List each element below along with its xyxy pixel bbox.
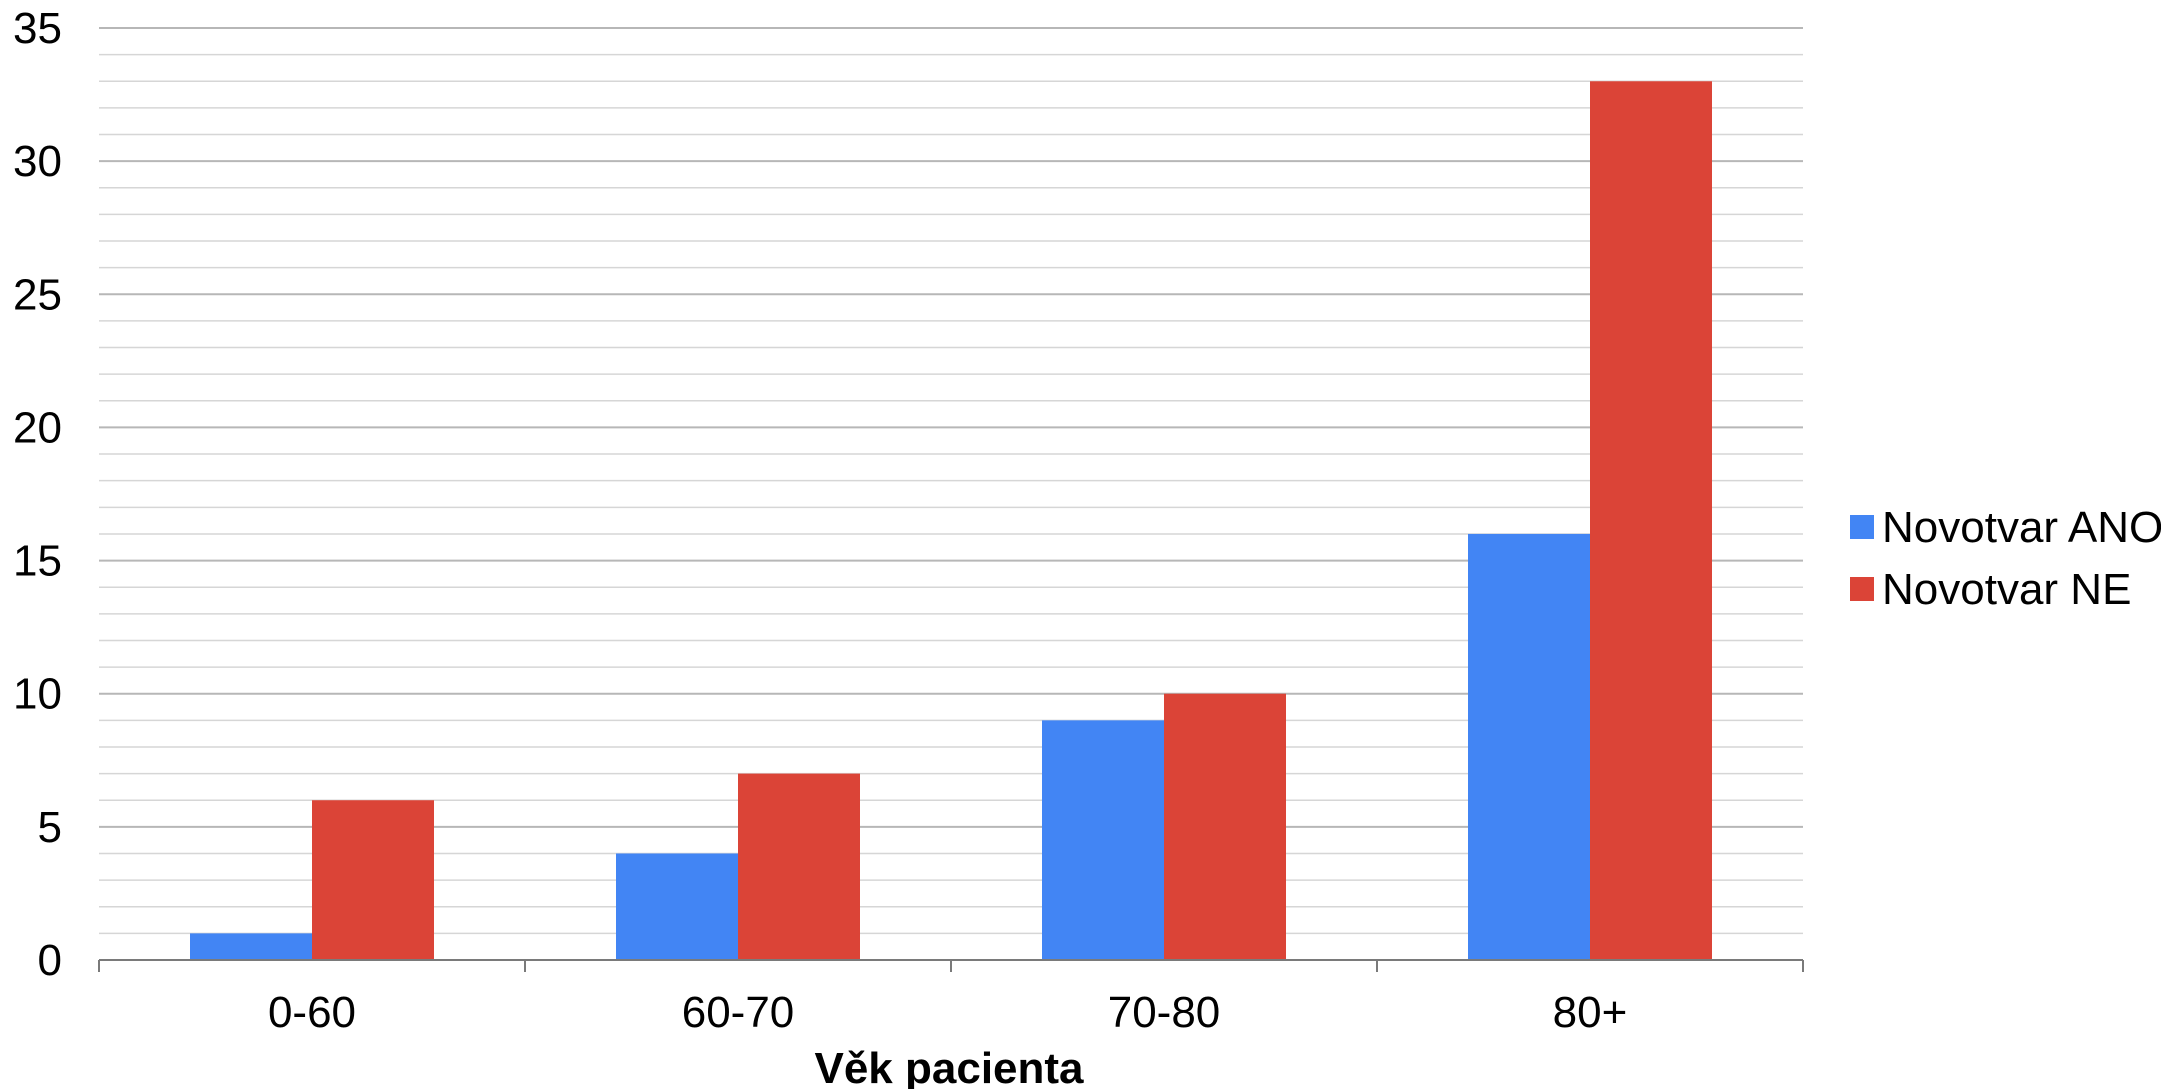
bar-novotvar-ano-60-70 bbox=[616, 853, 738, 960]
x-axis-title: Věk pacienta bbox=[814, 1044, 1084, 1089]
y-tick-label: 5 bbox=[38, 803, 62, 852]
legend-label: Novotvar NE bbox=[1882, 565, 2131, 614]
y-tick-label: 0 bbox=[38, 936, 62, 985]
y-tick-label: 15 bbox=[13, 537, 62, 586]
y-tick-label: 25 bbox=[13, 270, 62, 319]
y-tick-label: 20 bbox=[13, 403, 62, 452]
legend: Novotvar ANO Novotvar NE bbox=[1850, 503, 2161, 614]
x-tick-labels: 0-60 60-70 70-80 80+ bbox=[268, 988, 1627, 1037]
y-tick-label: 35 bbox=[13, 4, 62, 53]
axes bbox=[98, 959, 1804, 972]
bar-novotvar-ano-70-80 bbox=[1042, 720, 1164, 960]
legend-swatch-novotvar-ano bbox=[1850, 515, 1874, 539]
bar-novotvar-ne-0-60 bbox=[312, 800, 434, 960]
bar-novotvar-ne-60-70 bbox=[738, 773, 860, 960]
x-tick-label: 70-80 bbox=[1108, 988, 1221, 1037]
y-tick-label: 10 bbox=[13, 670, 62, 719]
bar-novotvar-ano-0-60 bbox=[190, 933, 312, 960]
x-tick-label: 0-60 bbox=[268, 988, 356, 1037]
x-tick-label: 80+ bbox=[1553, 988, 1628, 1037]
legend-label: Novotvar ANO bbox=[1882, 503, 2161, 552]
bars bbox=[190, 81, 1712, 960]
y-tick-labels: 0 5 10 15 20 25 30 35 bbox=[13, 4, 62, 985]
x-tick-label: 60-70 bbox=[682, 988, 795, 1037]
bar-novotvar-ne-70-80 bbox=[1164, 693, 1286, 960]
legend-swatch-novotvar-ne bbox=[1850, 577, 1874, 601]
bar-novotvar-ano-80+ bbox=[1468, 533, 1590, 960]
y-tick-label: 30 bbox=[13, 137, 62, 186]
bar-novotvar-ne-80+ bbox=[1590, 81, 1712, 960]
